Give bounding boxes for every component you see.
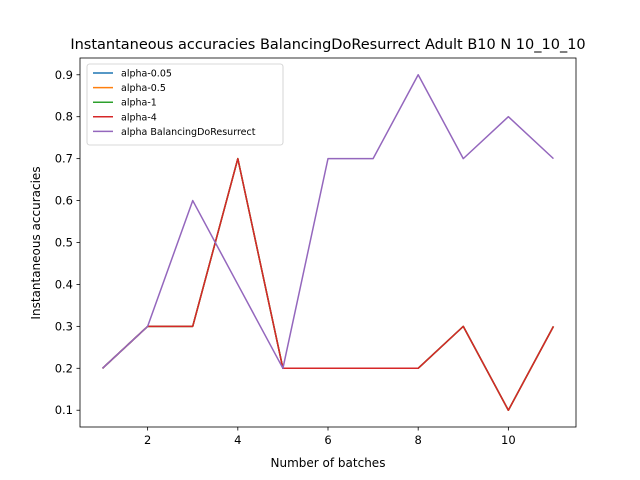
y-tick-label: 0.7 [55, 152, 73, 166]
y-tick-label: 0.9 [55, 68, 73, 82]
y-tick-label: 0.5 [55, 236, 73, 250]
series-line-4 [102, 157, 555, 411]
series-line-5 [102, 74, 554, 370]
y-tick-label: 0.3 [55, 319, 73, 333]
x-tick-label: 10 [501, 433, 516, 447]
y-axis-label: Instantaneous accuracies [29, 166, 43, 319]
series-line-2 [102, 157, 555, 411]
x-axis: 2 4 6 8 10 [144, 427, 516, 447]
x-tick-label: 4 [234, 433, 241, 447]
x-tick-label: 8 [415, 433, 422, 447]
legend-entry: alpha-0.5 [121, 83, 166, 94]
legend-entry: alpha BalancingDoResurrect [121, 127, 256, 138]
legend-entry: alpha-1 [121, 98, 157, 109]
series-line-3 [102, 157, 555, 411]
legend-entry: alpha-0.05 [121, 69, 172, 80]
y-tick-label: 0.6 [55, 194, 73, 208]
y-tick-label: 0.4 [55, 277, 73, 291]
legend: alpha-0.05 alpha-0.5 alpha-1 alpha-4 alpha B… [86, 63, 284, 146]
chart-title: Instantaneous accuracies BalancingDoResu… [70, 37, 585, 53]
legend-entry: alpha-4 [121, 112, 157, 123]
series-line-1 [102, 157, 555, 411]
legend-box [86, 63, 284, 146]
x-tick-label: 2 [144, 433, 151, 447]
y-tick-label: 0.2 [55, 361, 73, 375]
y-tick-label: 0.1 [55, 403, 73, 417]
y-tick-label: 0.8 [55, 110, 73, 124]
plot-frame [79, 57, 577, 428]
x-axis-label: Number of batches [271, 456, 386, 470]
y-axis: 0.1 0.2 0.3 0.4 0.5 0.6 0.7 0.8 0.9 [55, 68, 80, 417]
x-tick-label: 6 [324, 433, 331, 447]
plot-area [102, 74, 555, 411]
